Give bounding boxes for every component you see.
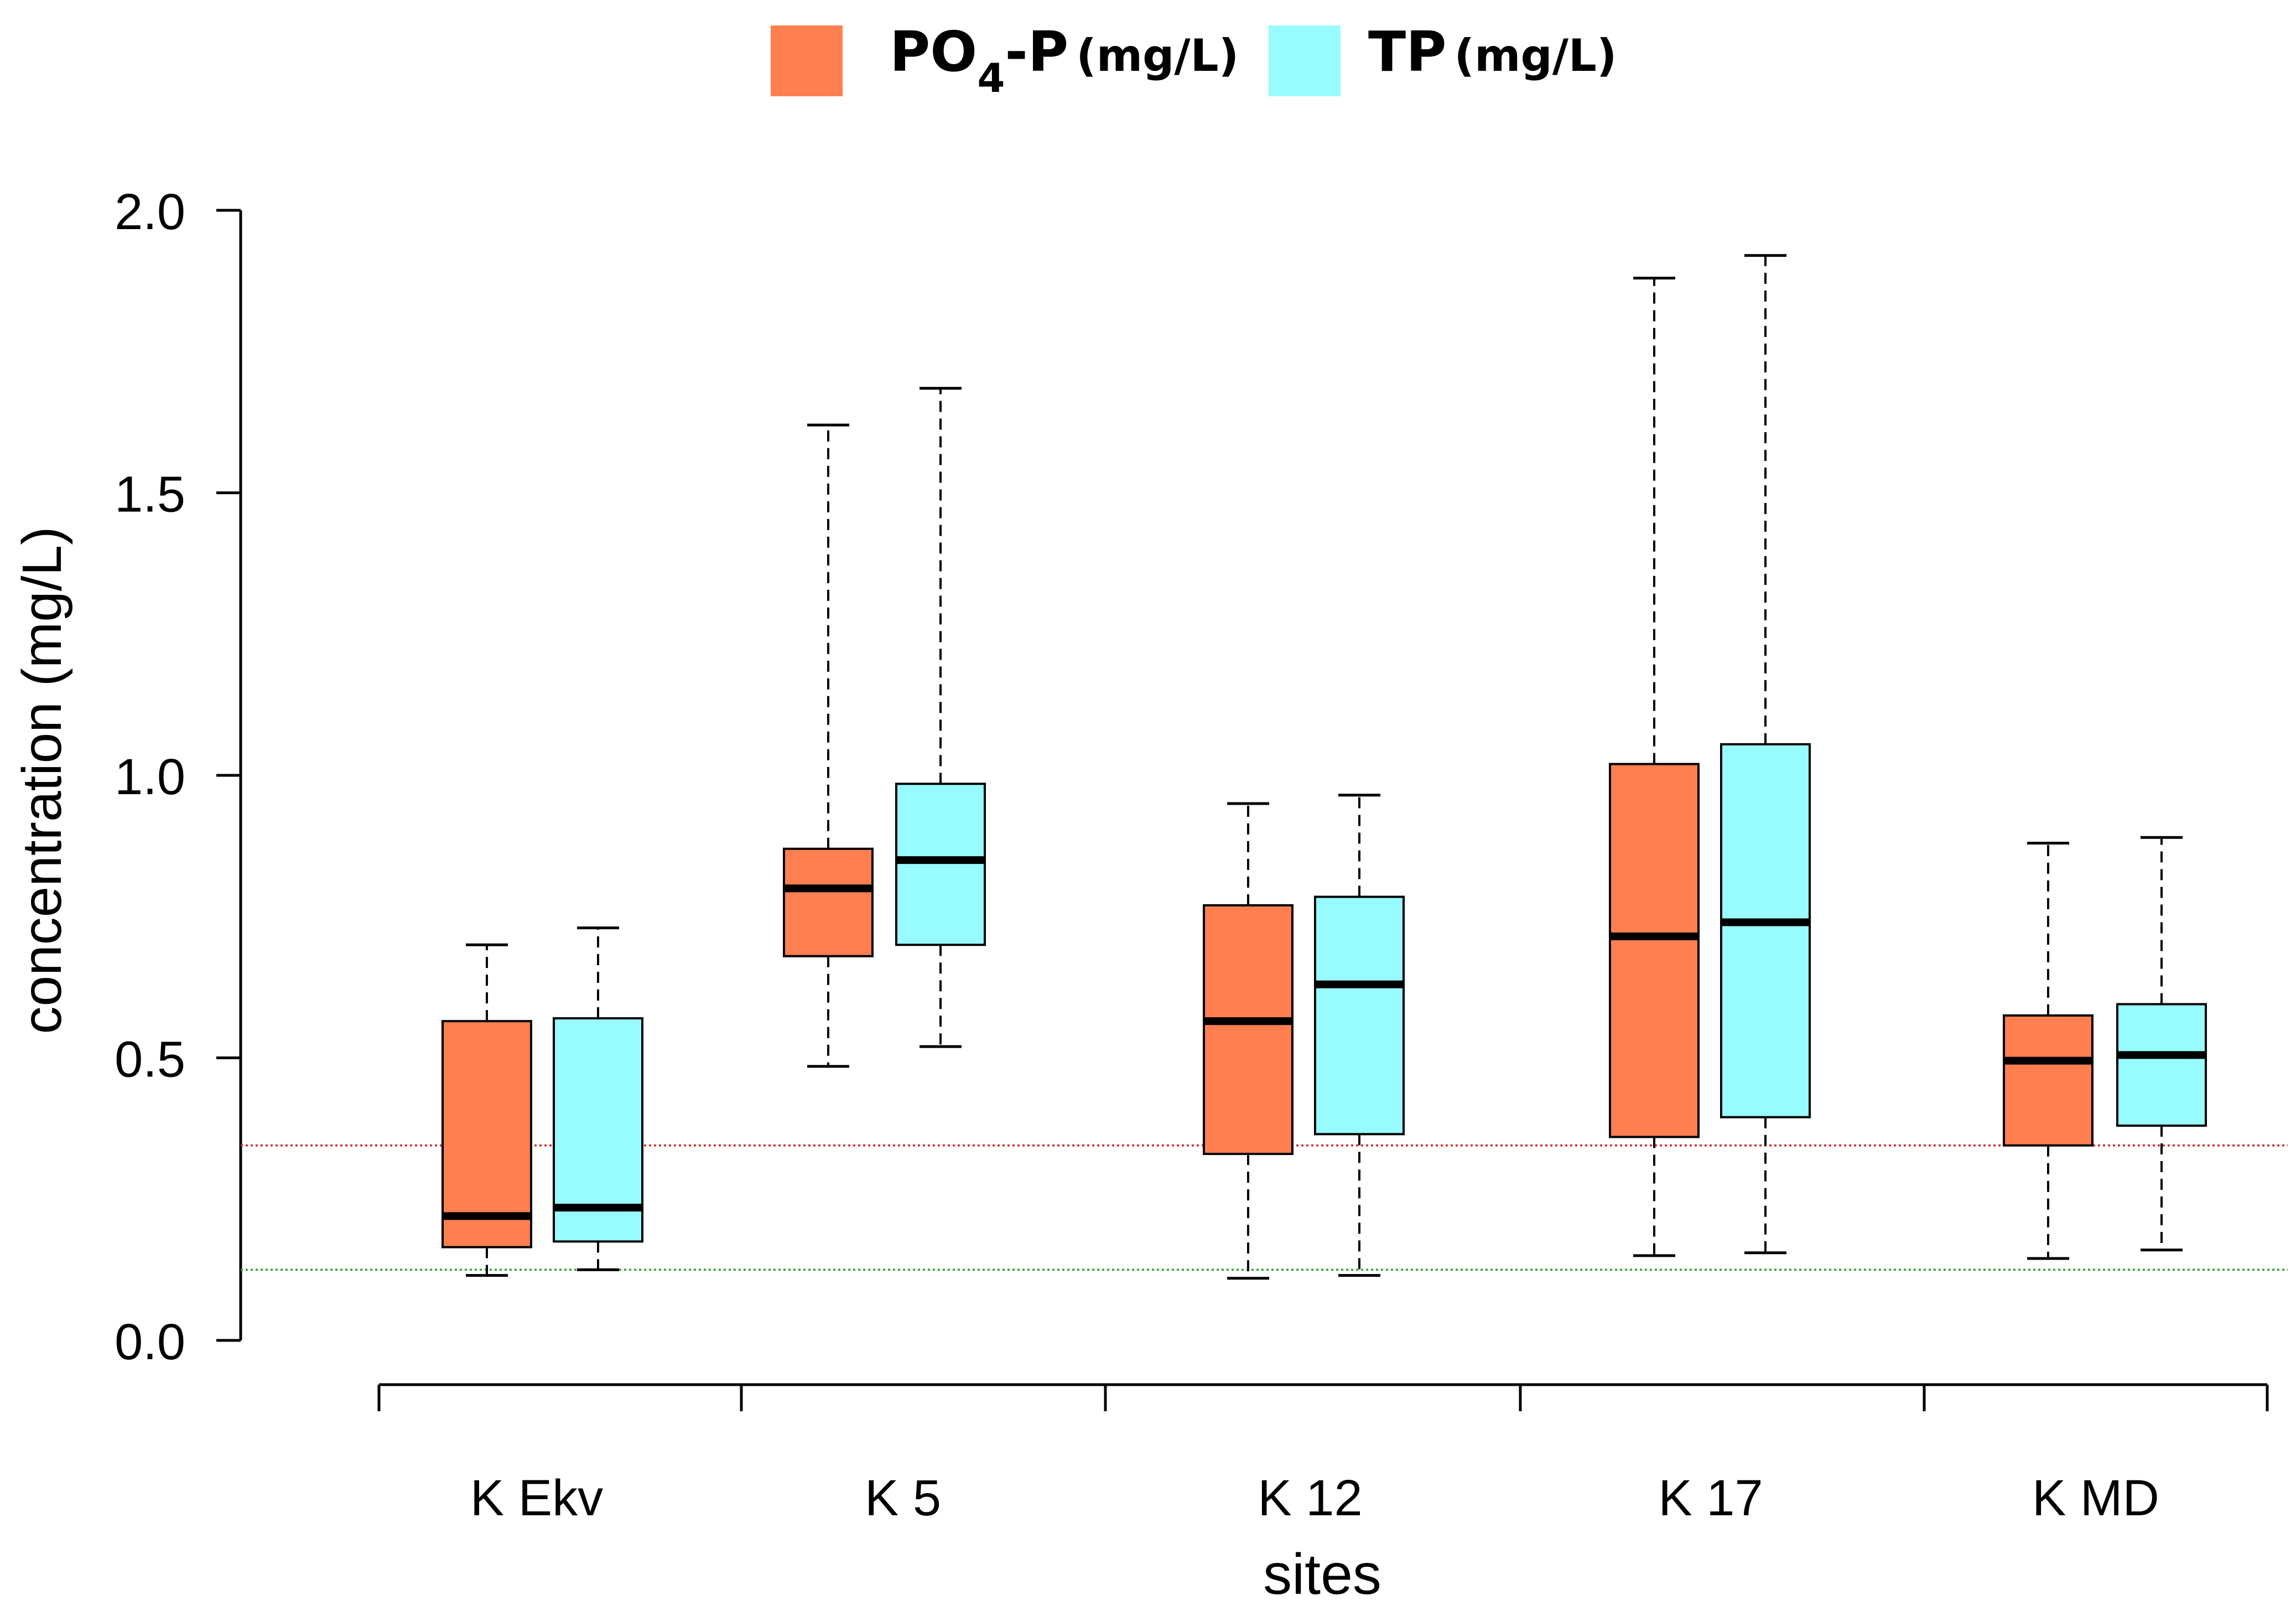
legend-po4p-main: PO (890, 19, 977, 84)
y-tick-label: 1.0 (115, 749, 185, 805)
box-tp-1 (895, 387, 986, 1048)
x-tick-label: K 12 (1258, 1470, 1362, 1526)
legend-po4p-suffix: -P (1005, 19, 1068, 84)
reference-lines (241, 1144, 2288, 1271)
x-axis: K Ekv K 5 K 12 K 17 K MD (377, 1383, 2269, 1526)
box-iqr (441, 1020, 532, 1249)
y-axis: 0.0 0.5 1.0 1.5 2.0 (115, 184, 242, 1370)
x-tick-label: K 5 (865, 1470, 941, 1526)
box-po4p-3 (1609, 277, 1700, 1257)
legend-label-po4p: PO4-P (mg/L) (890, 19, 1239, 101)
legend-swatch-po4p (771, 25, 843, 96)
boxes (441, 254, 2207, 1280)
box-tp-3 (1720, 254, 1811, 1255)
legend: PO4-P (mg/L) TP (mg/L) (771, 19, 1617, 101)
y-axis-title: concentration (mg/L) (11, 526, 73, 1034)
y-tick-label: 2.0 (115, 184, 185, 240)
box-tp-4 (2116, 836, 2207, 1252)
y-tick-label: 1.5 (115, 467, 185, 523)
box-iqr (1609, 763, 1700, 1138)
legend-tp-unit: (mg/L) (1455, 30, 1617, 81)
x-tick-label: K Ekv (470, 1470, 603, 1526)
box-iqr (895, 783, 986, 946)
legend-label-tp: TP (mg/L) (1368, 19, 1617, 84)
box-po4p-1 (783, 423, 874, 1068)
box-iqr (783, 847, 874, 957)
legend-swatch-tp (1269, 25, 1341, 96)
box-tp-2 (1314, 794, 1405, 1277)
x-tick-label: K 17 (1658, 1470, 1763, 1526)
x-axis-title: sites (1263, 1542, 1381, 1607)
x-tick-label: K MD (2032, 1470, 2159, 1526)
y-tick-label: 0.0 (115, 1314, 185, 1370)
box-iqr (1203, 904, 1294, 1156)
box-po4p-4 (2003, 842, 2094, 1260)
box-po4p-2 (1203, 802, 1294, 1280)
y-tick-label: 0.5 (115, 1032, 185, 1088)
box-iqr (2003, 1014, 2094, 1147)
box-iqr (1720, 743, 1811, 1118)
legend-po4p-sub: 4 (977, 55, 1005, 101)
box-tp-0 (553, 926, 643, 1271)
legend-po4p-unit: (mg/L) (1076, 30, 1239, 81)
box-iqr (1314, 895, 1405, 1136)
box-iqr (2116, 1003, 2207, 1127)
box-po4p-0 (441, 943, 532, 1277)
legend-tp-main: TP (1368, 19, 1447, 84)
